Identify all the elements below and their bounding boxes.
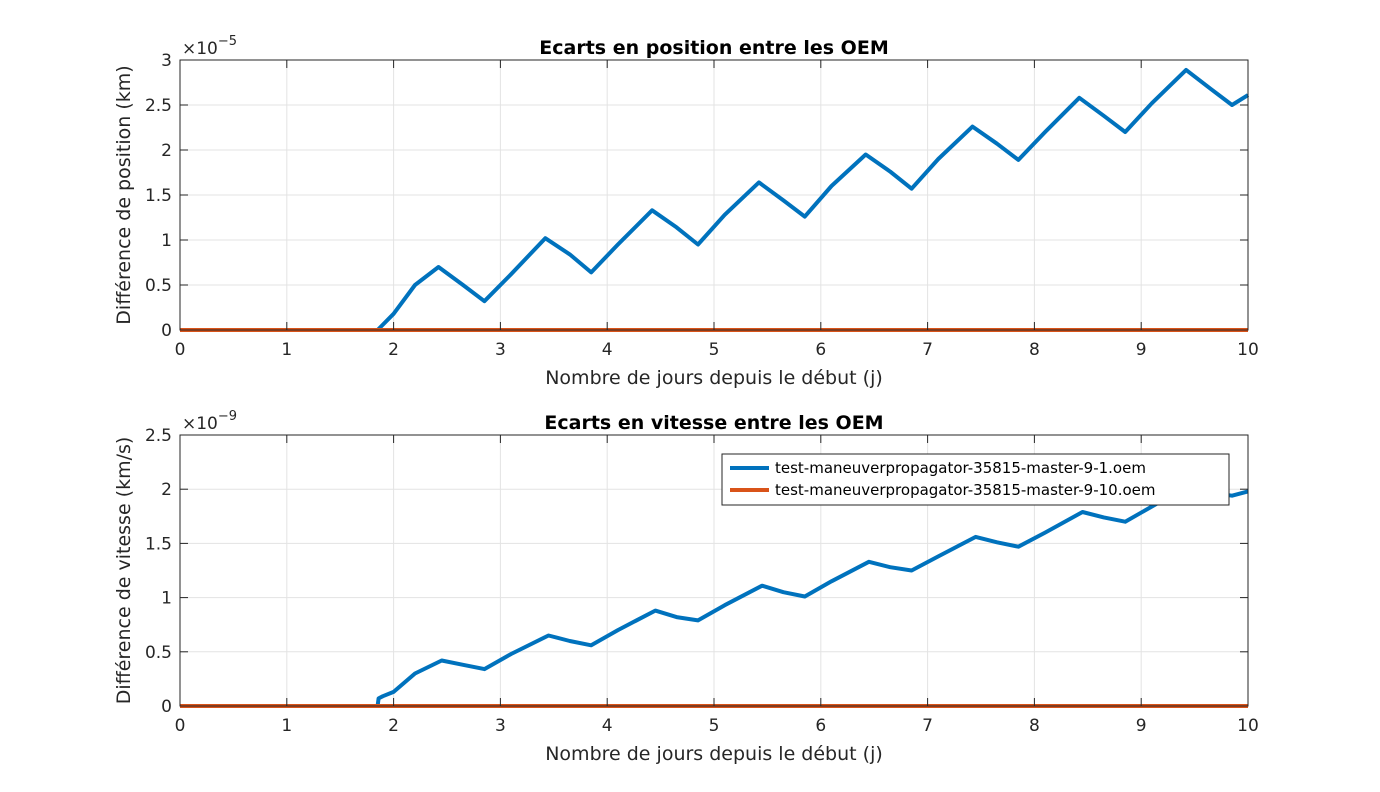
vel-x-tick-label: 8 <box>1029 716 1040 736</box>
vel-x-tick-label: 0 <box>175 716 186 736</box>
pos-y-tick-label: 3 <box>161 51 172 71</box>
velocity-plot: 0 1 2 3 4 5 6 7 8 9 10 0 0.5 1 1.5 2 2.5 ×10−9 Ecarts en v… <box>113 409 1259 765</box>
vel-x-tick-label: 7 <box>922 716 933 736</box>
pos-x-tick-label: 9 <box>1136 340 1147 360</box>
vel-x-tick-label: 2 <box>388 716 399 736</box>
pos-x-tick-label: 2 <box>388 340 399 360</box>
vel-y-exponent: ×10−9 <box>182 409 237 434</box>
pos-y-axis-label: Différence de position (km) <box>113 65 135 324</box>
vel-legend-entry-1: test-maneuverpropagator-35815-master-9-1… <box>775 459 1146 477</box>
pos-y-exponent-power: −5 <box>218 34 237 49</box>
vel-x-axis-label: Nombre de jours depuis le début (j) <box>545 743 883 765</box>
pos-y-tick-label: 2 <box>161 141 172 161</box>
vel-y-exponent-base: ×10 <box>182 414 218 434</box>
position-plot: 0 1 2 3 4 5 6 7 8 9 10 0 0.5 1 1.5 2 2.5 3 ×10−5 Ecarts en … <box>113 34 1259 389</box>
pos-x-tick-label: 3 <box>495 340 506 360</box>
vel-y-tick-label: 2 <box>161 480 172 500</box>
vel-chart-title: Ecarts en vitesse entre les OEM <box>544 412 883 434</box>
vel-y-tick-label: 0.5 <box>145 643 172 663</box>
pos-x-tick-label: 4 <box>602 340 613 360</box>
vel-legend-box <box>721 453 1230 506</box>
pos-y-tick-label: 0.5 <box>145 276 172 296</box>
pos-y-exponent-base: ×10 <box>182 39 218 59</box>
pos-x-tick-label: 10 <box>1237 340 1259 360</box>
pos-y-tick-label: 1.5 <box>145 186 172 206</box>
pos-x-tick-label: 5 <box>709 340 720 360</box>
vel-y-tick-label: 0 <box>161 697 172 717</box>
vel-legend-entry-2: test-maneuverpropagator-35815-master-9-1… <box>775 481 1156 499</box>
pos-x-tick-label: 8 <box>1029 340 1040 360</box>
vel-x-tick-label: 10 <box>1237 716 1259 736</box>
vel-y-tick-label: 2.5 <box>145 426 172 446</box>
pos-x-tick-label: 0 <box>175 340 186 360</box>
vel-x-tick-label: 3 <box>495 716 506 736</box>
pos-y-tick-label: 2.5 <box>145 96 172 116</box>
pos-y-tick-label: 0 <box>161 321 172 341</box>
vel-x-tick-label: 5 <box>709 716 720 736</box>
vel-x-tick-label: 9 <box>1136 716 1147 736</box>
pos-y-exponent: ×10−5 <box>182 34 237 59</box>
vel-x-tick-label: 6 <box>815 716 826 736</box>
vel-x-tick-label: 4 <box>602 716 613 736</box>
pos-x-axis-label: Nombre de jours depuis le début (j) <box>545 367 883 389</box>
vel-y-axis-label: Différence de vitesse (km/s) <box>113 437 135 705</box>
vel-series-line-1 <box>180 486 1249 708</box>
pos-x-tick-label: 1 <box>281 340 292 360</box>
vel-y-tick-label: 1 <box>161 589 172 609</box>
pos-series-line-1 <box>180 67 1250 332</box>
vel-y-exponent-power: −9 <box>218 409 237 424</box>
pos-x-tick-label: 7 <box>922 340 933 360</box>
pos-y-tick-label: 1 <box>161 231 172 251</box>
vel-y-tick-label: 1.5 <box>145 534 172 554</box>
vel-x-tick-label: 1 <box>281 716 292 736</box>
pos-x-tick-label: 6 <box>815 340 826 360</box>
pos-chart-title: Ecarts en position entre les OEM <box>539 37 888 59</box>
